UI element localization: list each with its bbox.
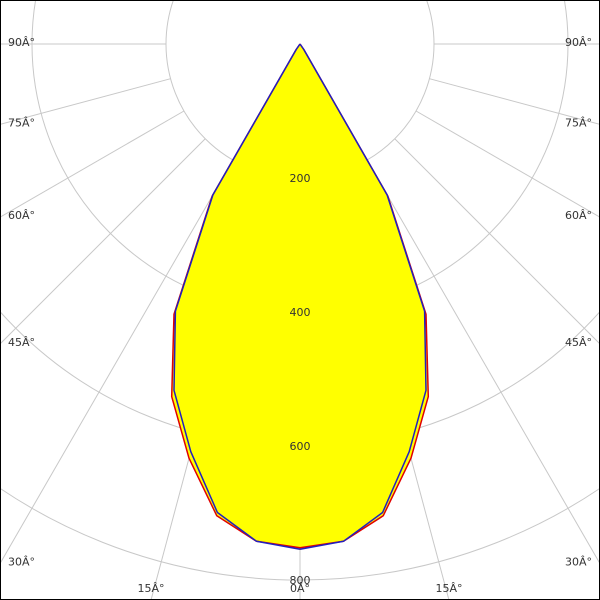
angle-label: 30Â° bbox=[565, 556, 592, 569]
grid-ray bbox=[0, 78, 171, 125]
grid-ray bbox=[0, 110, 185, 218]
angle-label: 90Â° bbox=[8, 36, 35, 49]
angle-label: 75Â° bbox=[8, 116, 35, 129]
labels: 0Â° 15Â° 15Â° 30Â° 30Â° 45Â° 45Â° 60Â° 60Â° 75Â° 7… bbox=[8, 36, 592, 595]
angle-label: 15Â° bbox=[435, 582, 462, 595]
angle-label: 75Â° bbox=[565, 116, 592, 129]
curve-line bbox=[299, 43, 427, 550]
angle-label: 30Â° bbox=[8, 556, 35, 569]
grid-ray bbox=[0, 159, 234, 564]
angle-label: 90Â° bbox=[565, 36, 592, 49]
angle-label: 60Â° bbox=[565, 209, 592, 222]
curve-fill bbox=[300, 44, 426, 550]
curve-fill bbox=[174, 44, 300, 550]
grid-ray bbox=[366, 159, 600, 564]
grid-ray bbox=[415, 110, 600, 218]
angle-label: 0Â° bbox=[290, 582, 310, 595]
radial-label: 600 bbox=[290, 440, 311, 453]
curve-line bbox=[173, 43, 301, 550]
angle-label: 45Â° bbox=[565, 336, 592, 349]
radial-label: 400 bbox=[290, 306, 311, 319]
radial-label: 800 bbox=[290, 574, 311, 587]
angle-label: 15Â° bbox=[138, 582, 165, 595]
angle-label: 60Â° bbox=[8, 209, 35, 222]
grid-ray bbox=[0, 138, 206, 345]
curves bbox=[170, 43, 430, 550]
grid-ray bbox=[429, 78, 600, 125]
grid-ray bbox=[394, 138, 600, 345]
angle-label: 45Â° bbox=[8, 336, 35, 349]
radial-label: 200 bbox=[290, 172, 311, 185]
